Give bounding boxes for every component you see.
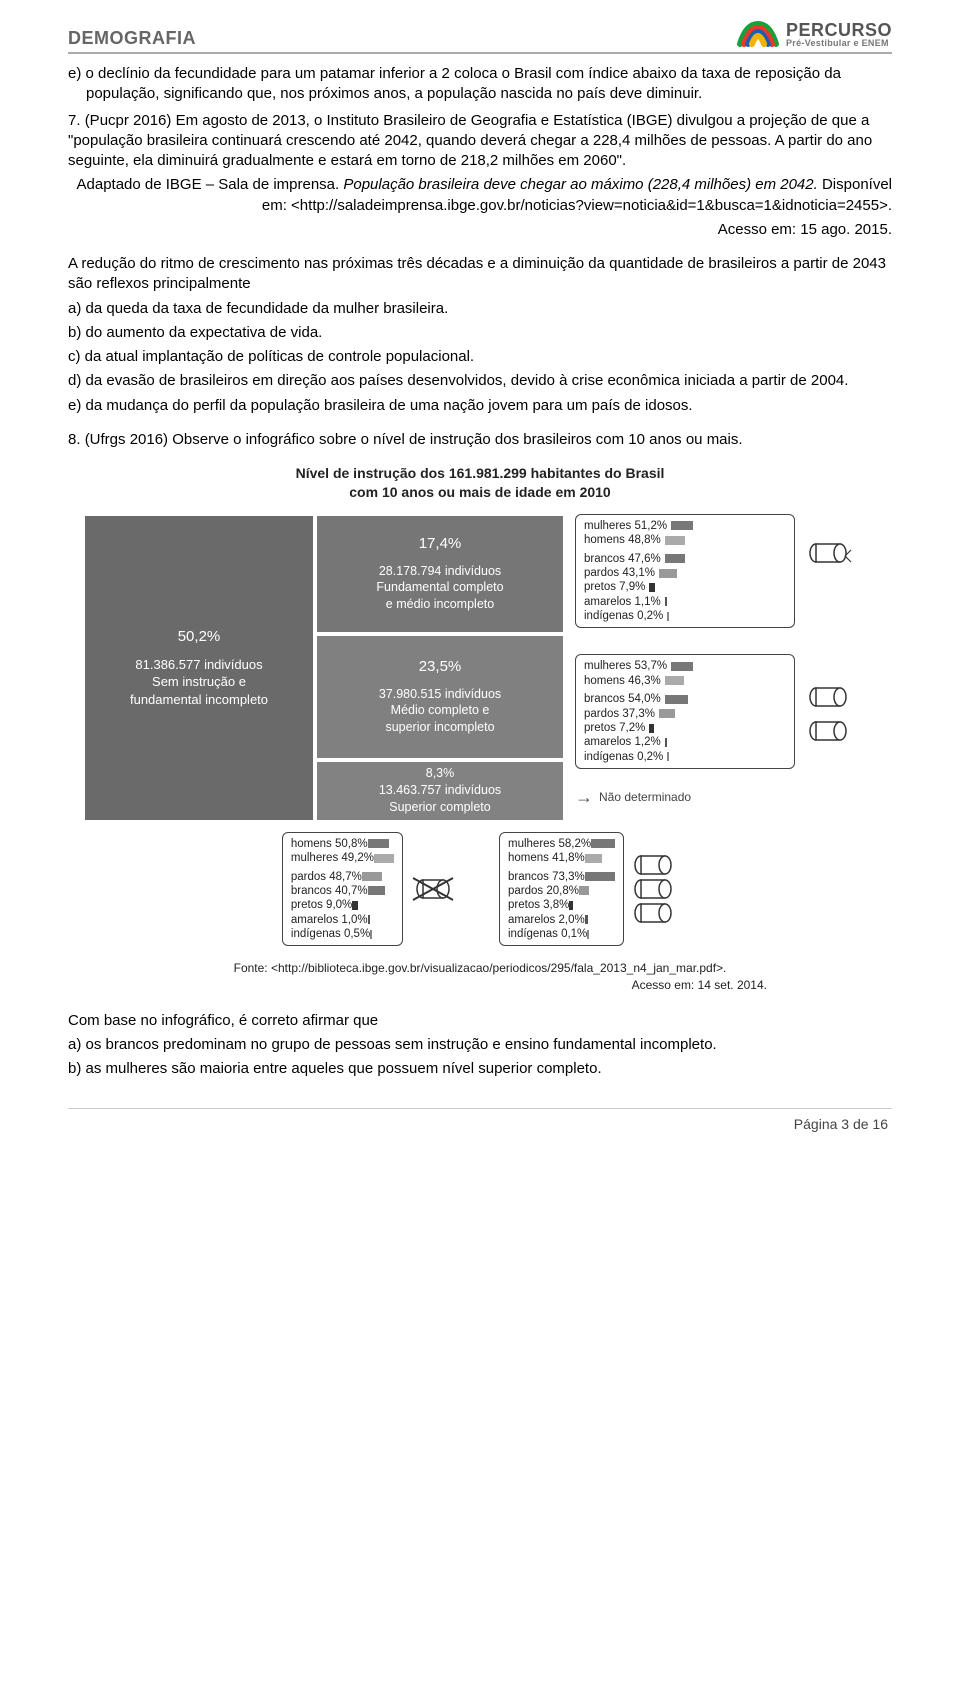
q7-lead: A redução do ritmo de crescimento nas pr…	[68, 254, 892, 295]
q7-citation: Adaptado de IBGE – Sala de imprensa. Pop…	[68, 175, 892, 216]
q8-option-a: a) os brancos predominam no grupo de pes…	[68, 1035, 892, 1055]
q7-block: 7. (Pucpr 2016) Em agosto de 2013, o Ins…	[68, 111, 892, 241]
infographic: Nível de instrução dos 161.981.299 habit…	[83, 464, 877, 993]
statbox-left: homens 50,8%mulheres 49,2%pardos 48,7%br…	[282, 832, 403, 947]
diploma-icon	[807, 542, 853, 564]
q7-option-b: b) do aumento da expectativa de vida.	[68, 323, 892, 343]
page-header: DEMOGRAFIA PERCURSO Pré-Vestibular e ENE…	[68, 18, 892, 50]
diploma-icon	[632, 878, 678, 900]
diploma-icon	[632, 902, 678, 924]
page-footer: Página 3 de 16	[68, 1115, 892, 1134]
q7-source: (Pucpr 2016)	[85, 112, 172, 129]
diploma-icon	[807, 686, 853, 708]
arrow-icon: →	[575, 785, 593, 809]
q8-intro: 8. (Ufrgs 2016) Observe o infográfico so…	[68, 430, 892, 450]
diploma-icon	[807, 720, 853, 742]
q7-option-d: d) da evasão de brasileiros em direção a…	[68, 371, 892, 391]
logo: PERCURSO Pré-Vestibular e ENEM	[736, 18, 892, 50]
q7-option-c: c) da atual implantação de políticas de …	[68, 347, 892, 367]
q8-lead: Com base no infográfico, é correto afirm…	[68, 1011, 892, 1031]
q7-option-a: a) da queda da taxa de fecundidade da mu…	[68, 299, 892, 319]
bar-left: 50,2% 81.386.577 indivíduos Sem instruçã…	[83, 514, 315, 822]
logo-text: PERCURSO Pré-Vestibular e ENEM	[786, 21, 892, 48]
ig-source: Fonte: <http://biblioteca.ibge.gov.br/vi…	[83, 960, 877, 992]
diploma-icon	[632, 854, 678, 876]
footer-divider	[68, 1108, 892, 1109]
q7-access: Acesso em: 15 ago. 2015.	[68, 220, 892, 240]
q8-options: Com base no infográfico, é correto afirm…	[68, 1011, 892, 1080]
bar-b2: 23,5% 37.980.515 indivíduos Médio comple…	[315, 634, 565, 760]
q7-body: Em agosto de 2013, o Instituto Brasileir…	[68, 112, 872, 170]
q8-source: (Ufrgs 2016)	[85, 431, 168, 448]
ig-title: Nível de instrução dos 161.981.299 habit…	[83, 464, 877, 502]
q6-option-e: e) o declínio da fecundidade para um pat…	[68, 64, 892, 105]
q8-option-b: b) as mulheres são maioria entre aqueles…	[68, 1059, 892, 1079]
bar-b1: 17,4% 28.178.794 indivíduos Fundamental …	[315, 514, 565, 634]
statbox-b2: mulheres 53,7%homens 46,3%brancos 54,0%p…	[575, 654, 795, 769]
q8-body: Observe o infográfico sobre o nível de i…	[172, 431, 742, 448]
header-divider	[68, 52, 892, 54]
bar-b3: 8,3% 13.463.757 indivíduos Superior comp…	[315, 760, 565, 822]
q7-number: 7.	[68, 112, 81, 129]
diploma-crossed-icon	[411, 876, 457, 902]
statbox-b1: mulheres 51,2%homens 48,8%brancos 47,6%p…	[575, 514, 795, 629]
q7-options: A redução do ritmo de crescimento nas pr…	[68, 254, 892, 416]
nd-label: Não determinado	[599, 789, 691, 805]
q7-option-e: e) da mudança do perfil da população bra…	[68, 396, 892, 416]
q8-number: 8.	[68, 431, 81, 448]
header-title: DEMOGRAFIA	[68, 26, 196, 50]
logo-swirl-icon	[736, 18, 780, 50]
statbox-b3: mulheres 58,2%homens 41,8%brancos 73,3%p…	[499, 832, 624, 947]
